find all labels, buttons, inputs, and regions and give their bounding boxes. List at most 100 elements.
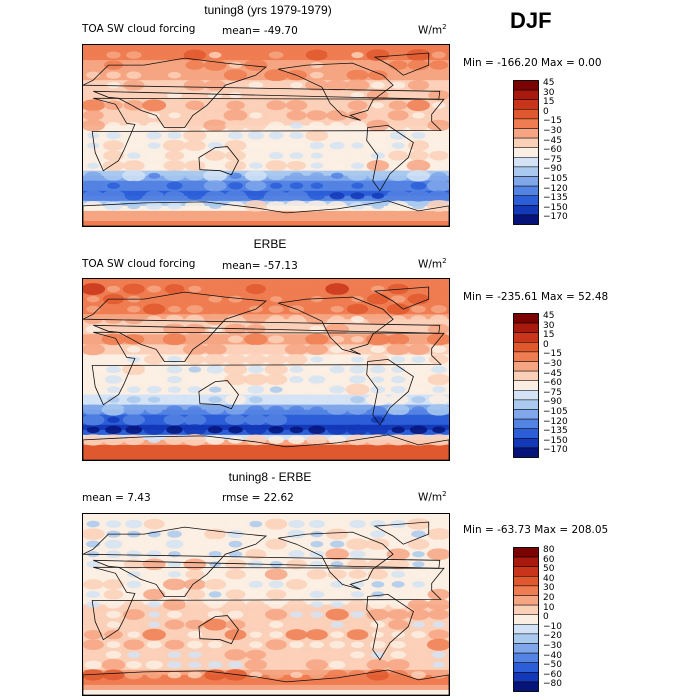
field-band [83,309,449,315]
field-cell [391,142,405,149]
field-cell [264,69,289,82]
field-cell [371,591,385,598]
field-cell [328,161,346,170]
field-cell [430,305,447,314]
field-cell [165,590,184,599]
field-cell [185,100,205,111]
field-cell [206,630,224,639]
field-band [83,584,449,590]
colorbar-tick-label: −40 [543,650,562,661]
season-label: DJF [510,8,552,33]
field-cell [186,191,203,200]
field-cell [163,120,186,131]
field-cell [350,192,365,200]
field-cell [432,426,446,434]
colorbar-swatch [513,624,539,635]
field-cell [123,599,144,610]
field-cell [83,119,105,132]
field-cell [308,100,326,110]
field-cell [204,313,227,325]
field-cell [184,354,206,365]
colorbar-tick-label: 0 [543,612,549,623]
field-band [83,180,449,187]
field-cell [429,150,449,161]
field-cell [309,325,325,333]
field-cell [127,305,141,313]
field-cell [368,549,388,559]
field-cell [125,519,143,529]
field-cell [247,131,264,140]
field-cell [288,405,305,414]
field-cell [429,80,449,91]
field-cell [207,426,223,434]
field-cell [145,151,163,160]
field-cell [350,162,365,169]
field-cell [207,141,223,150]
colorbar-swatch [513,322,539,333]
field-cell [387,394,409,405]
field-cell [146,61,163,70]
field-cell [142,628,166,641]
field-cell [225,619,246,630]
colorbar-swatch [513,614,539,625]
field-cell [345,383,370,396]
field-band [83,130,449,136]
field-cell [328,181,347,191]
field-band [83,609,449,616]
field-band [83,424,449,431]
field-cell [146,121,162,130]
field-cell [264,568,288,581]
field-cell [406,518,431,530]
colorbar-tick-label: −15 [543,349,562,360]
field-cell [224,649,247,661]
field-band [83,449,449,456]
field-cell [305,333,329,346]
field-band [83,140,449,147]
field-cell [287,294,306,304]
field-band [83,294,449,300]
field-cell [329,61,346,70]
field-cell [387,333,410,345]
field-cell [84,61,102,70]
colorbar-swatch [513,380,539,391]
field-cell [122,414,145,426]
field-cell [265,518,288,530]
field-cell [106,610,121,619]
field-cell [185,70,204,80]
field-cell [330,621,344,628]
field-cell [346,629,369,641]
colorbar-swatch [513,547,539,558]
field-band [83,50,449,56]
field-cell [329,385,346,394]
field-cell [224,373,247,386]
field-cell [305,343,329,356]
field-cell [290,611,303,618]
field-cell [390,375,406,384]
field-cell [224,353,247,365]
field-cell [224,120,247,131]
panel-3-title: tuning8 - ERBE [228,470,312,484]
field-cell [166,295,183,304]
field-cell [411,355,426,363]
field-band [83,634,449,641]
field-cell [106,81,121,89]
field-cell [268,305,284,313]
field-band [83,55,449,61]
field-cell [185,170,205,181]
field-cell [101,658,126,671]
field-cell [185,90,205,100]
field-cell [164,639,185,650]
field-cell [289,152,304,160]
field-cell [370,345,386,354]
field-cell [412,551,425,558]
field-cell [147,142,161,149]
field-cell [370,365,386,374]
field-cell [145,570,163,579]
field-cell [145,405,163,415]
field-cell [328,415,346,424]
colorbar-tick-label: −50 [543,660,562,671]
field-cell [185,529,205,539]
field-cell [107,396,120,403]
field-cell [326,110,348,121]
field-cell [328,660,346,669]
